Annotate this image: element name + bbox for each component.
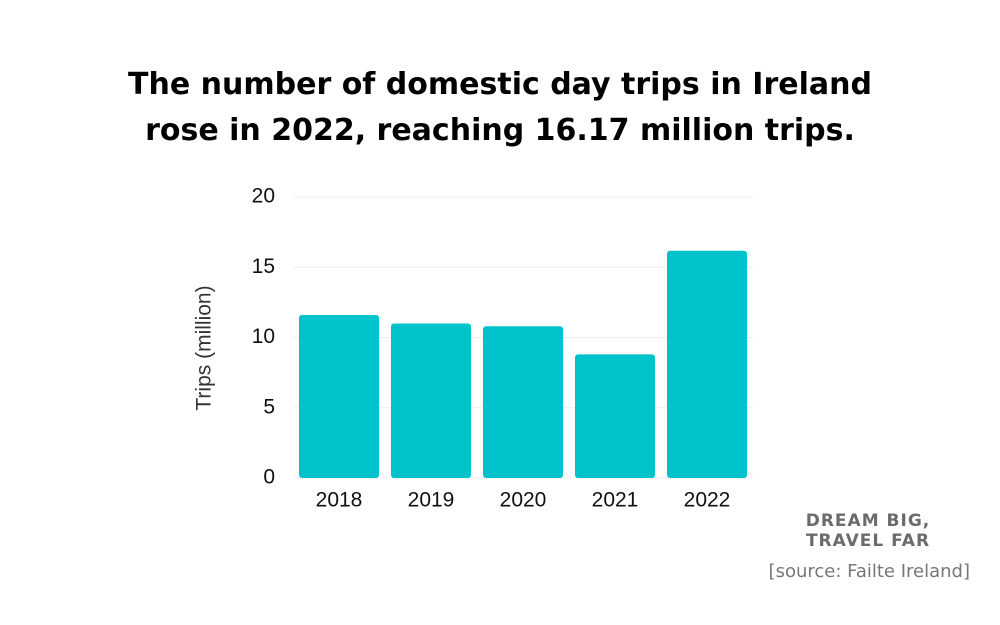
y-tick-label: 0	[263, 466, 275, 489]
y-tick-label: 5	[263, 395, 275, 418]
y-axis-label: Trips (million)	[193, 285, 216, 410]
y-tick-label: 10	[252, 325, 275, 348]
x-tick-label: 2020	[500, 489, 547, 512]
bar	[299, 315, 379, 478]
chart-title: The number of domestic day trips in Irel…	[128, 67, 872, 148]
branding: TRAVEL FAR	[806, 531, 930, 551]
bar	[483, 326, 563, 478]
bar	[575, 354, 655, 478]
x-tick-label: 2019	[408, 489, 455, 512]
y-tick-label: 15	[252, 255, 275, 278]
x-tick-label: 2018	[316, 489, 363, 512]
y-tick-label: 20	[252, 185, 275, 208]
source-note: [source: Failte Ireland]	[769, 561, 970, 582]
bar	[667, 250, 747, 478]
x-tick-label: 2022	[684, 489, 731, 512]
branding: DREAM BIG,	[806, 511, 931, 531]
x-tick-label: 2021	[592, 489, 639, 512]
bar	[391, 323, 471, 478]
